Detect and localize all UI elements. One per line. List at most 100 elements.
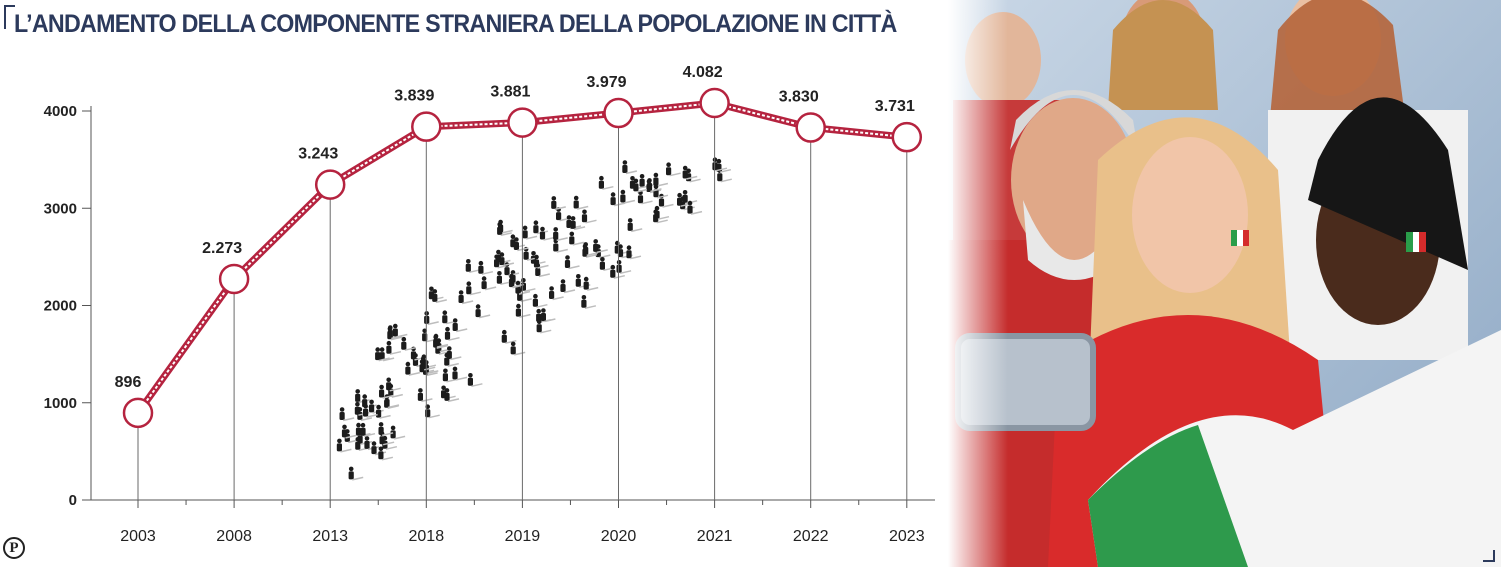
person-figure bbox=[341, 424, 357, 439]
data-point bbox=[891, 121, 923, 153]
person-figure bbox=[444, 326, 460, 341]
person-figure bbox=[379, 384, 394, 399]
person-figure bbox=[348, 466, 364, 481]
person-figure bbox=[390, 425, 406, 440]
data-label: 3.839 bbox=[394, 88, 434, 105]
data-point bbox=[218, 263, 250, 295]
data-label: 3.881 bbox=[490, 84, 530, 101]
data-label: 3.243 bbox=[298, 146, 338, 163]
person-figure bbox=[551, 196, 566, 211]
y-tick-label: 2000 bbox=[44, 298, 77, 315]
person-figure bbox=[392, 323, 408, 338]
y-tick-label: 0 bbox=[69, 492, 77, 509]
data-points bbox=[122, 87, 923, 429]
person-figure bbox=[581, 209, 597, 224]
person-figure bbox=[425, 404, 440, 419]
person-figure bbox=[627, 218, 643, 233]
person-figure bbox=[536, 319, 552, 334]
data-label: 896 bbox=[115, 374, 142, 391]
person-figure bbox=[452, 318, 468, 333]
person-figure bbox=[467, 373, 483, 388]
data-point bbox=[795, 112, 826, 143]
person-figure bbox=[452, 366, 468, 381]
data-point bbox=[507, 107, 538, 138]
person-figure bbox=[569, 231, 584, 246]
data-label: 2.273 bbox=[202, 240, 242, 257]
person-figure bbox=[499, 252, 515, 267]
person-figure bbox=[387, 325, 403, 340]
data-point bbox=[411, 111, 442, 142]
data-point bbox=[122, 397, 154, 429]
person-figure bbox=[379, 347, 395, 362]
data-point bbox=[699, 87, 730, 119]
data-point bbox=[314, 169, 346, 200]
x-tick-label: 2003 bbox=[120, 528, 156, 545]
person-figure bbox=[610, 192, 626, 207]
person-figure bbox=[417, 388, 433, 403]
person-figure bbox=[532, 293, 548, 308]
person-figure bbox=[475, 304, 491, 319]
x-tick-label: 2018 bbox=[409, 528, 445, 545]
person-figure bbox=[653, 184, 669, 199]
line-chart: 0 1000 2000 3000 4000 896 2.273 3.243 3.839 3.88… bbox=[44, 64, 935, 545]
person-figure bbox=[553, 227, 568, 242]
person-figure bbox=[442, 368, 458, 383]
person-figure bbox=[593, 239, 608, 254]
person-figure bbox=[522, 225, 538, 240]
data-label: 3.830 bbox=[779, 89, 819, 106]
person-figure bbox=[478, 260, 494, 275]
person-figure bbox=[495, 249, 511, 264]
data-label: 3.979 bbox=[587, 74, 627, 91]
person-figure bbox=[360, 422, 376, 437]
crowd-photo bbox=[948, 0, 1501, 567]
person-figure bbox=[376, 404, 391, 419]
person-figure bbox=[433, 333, 449, 348]
person-figure bbox=[581, 295, 597, 310]
person-figure bbox=[371, 441, 387, 456]
person-figure bbox=[598, 175, 614, 190]
person-figure bbox=[653, 172, 669, 187]
person-figure bbox=[666, 162, 681, 177]
x-tick-labels: 2003 2008 2013 2018 2019 2020 2021 2022 2023 bbox=[120, 528, 924, 545]
people-crowd-illustration bbox=[336, 157, 732, 481]
person-figure bbox=[386, 377, 401, 392]
person-figure bbox=[465, 259, 481, 274]
person-figure bbox=[633, 178, 649, 193]
data-labels: 896 2.273 3.243 3.839 3.881 3.979 4.082 3.830 3.… bbox=[115, 64, 915, 391]
person-figure bbox=[610, 264, 625, 279]
person-figure bbox=[378, 422, 394, 437]
person-figure bbox=[560, 279, 576, 294]
data-point bbox=[603, 97, 634, 129]
person-figure bbox=[533, 220, 549, 235]
chart-title: L’ANDAMENTO DELLA COMPONENTE STRANIERA D… bbox=[14, 10, 897, 38]
person-figure bbox=[620, 189, 636, 204]
person-figure bbox=[375, 347, 390, 362]
data-label: 3.731 bbox=[875, 98, 915, 115]
person-figure bbox=[549, 286, 564, 301]
person-figure bbox=[573, 195, 589, 210]
person-figure bbox=[386, 340, 402, 355]
person-figure bbox=[481, 276, 497, 291]
person-figure bbox=[658, 193, 674, 208]
person-figure bbox=[533, 254, 549, 269]
person-figure bbox=[616, 260, 632, 275]
publisher-logo: P bbox=[3, 537, 25, 559]
corner-mark bbox=[4, 5, 15, 29]
person-figure bbox=[622, 160, 638, 175]
person-figure bbox=[363, 403, 378, 418]
person-figure bbox=[405, 361, 421, 376]
person-figure bbox=[401, 336, 416, 351]
y-axis: 0 1000 2000 3000 4000 bbox=[44, 103, 92, 509]
person-figure bbox=[654, 205, 670, 220]
person-figure bbox=[626, 245, 642, 260]
drop-lines bbox=[137, 117, 908, 500]
person-figure bbox=[553, 238, 568, 253]
x-tick-label: 2023 bbox=[889, 528, 925, 545]
y-tick-label: 1000 bbox=[44, 395, 77, 412]
person-figure bbox=[501, 329, 517, 344]
corner-mark bbox=[1483, 550, 1495, 562]
person-figure bbox=[564, 255, 580, 270]
person-figure bbox=[540, 308, 556, 323]
y-tick-label: 4000 bbox=[44, 103, 77, 120]
person-figure bbox=[336, 438, 352, 453]
